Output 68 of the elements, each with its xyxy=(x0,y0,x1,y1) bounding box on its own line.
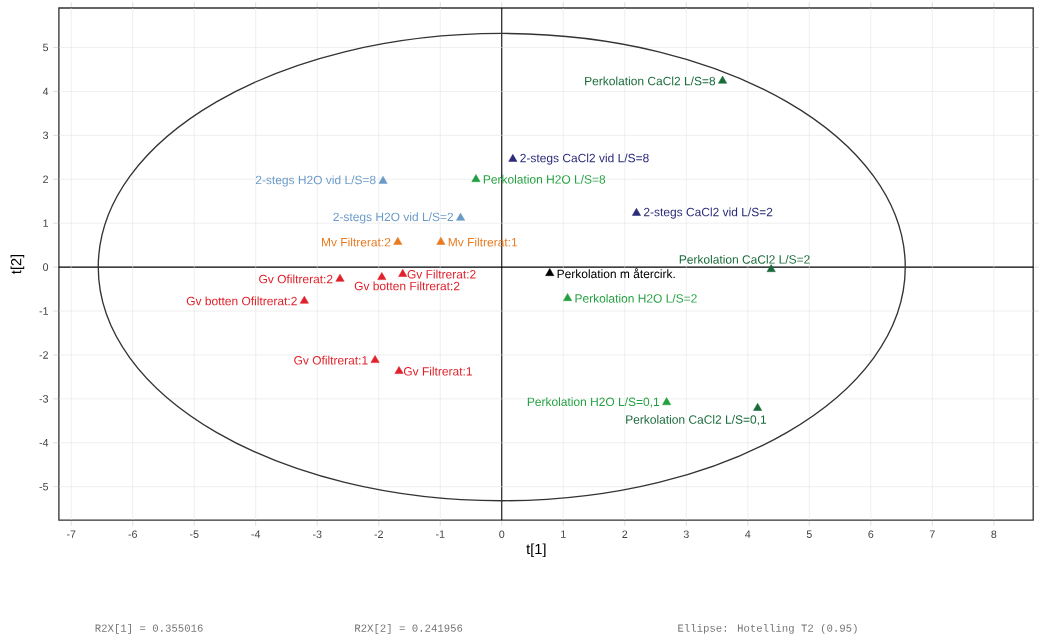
x-tick-label: 7 xyxy=(929,530,935,538)
x-tick-label: -7 xyxy=(66,530,76,538)
x-tick-label: 0 xyxy=(499,530,505,539)
point xyxy=(471,174,481,182)
series-label: Perkolation CaCl2 L/S=8 xyxy=(585,76,716,86)
point xyxy=(718,75,727,84)
y-tick-label: 0 xyxy=(43,263,49,271)
y-tick-label: -4 xyxy=(39,439,49,447)
x-axis-title: t[1] xyxy=(526,543,546,558)
x-tick-label: -3 xyxy=(312,530,322,539)
series-label: Mv Filtrerat:2 xyxy=(321,237,391,247)
y-tick-label: 2 xyxy=(43,175,48,184)
point xyxy=(377,272,387,280)
point xyxy=(394,366,404,374)
y-axis-title: t[2] xyxy=(10,254,25,275)
series-label: Perkolation m återcirk. xyxy=(557,268,675,279)
series-label: Perkolation H2O L/S=0,1 xyxy=(527,397,660,408)
point xyxy=(456,212,465,221)
x-tick-label: 8 xyxy=(991,530,997,539)
series-label: Gv botten Ofiltrerat:2 xyxy=(186,296,297,306)
text: Perkolation CaCl2 L/S=2 xyxy=(679,254,810,264)
y-tick-label: -2 xyxy=(39,351,48,359)
point xyxy=(545,268,555,276)
point xyxy=(563,293,572,302)
y-tick-label: 5 xyxy=(43,43,49,52)
point xyxy=(662,397,672,406)
x-tick-label: 1 xyxy=(561,530,566,538)
y-tick-label: -5 xyxy=(39,483,49,491)
series-label: Perkolation H2O L/S=2 xyxy=(575,293,697,303)
x-tick-label: 2 xyxy=(622,530,628,538)
point xyxy=(370,355,380,363)
x-tick-label: -5 xyxy=(189,530,199,538)
x-tick-label: -6 xyxy=(128,530,137,539)
x-tick-label: -4 xyxy=(251,530,261,538)
x-tick-label: 5 xyxy=(806,530,812,538)
series-label: Gv Ofiltrerat:2 xyxy=(259,274,333,284)
y-tick-label: 4 xyxy=(42,87,49,96)
point xyxy=(398,269,408,277)
y-tick-label: -1 xyxy=(39,307,48,315)
y-tick-label: 1 xyxy=(43,219,48,227)
series-label: Gv Ofiltrerat:1 xyxy=(294,355,368,365)
point xyxy=(299,295,309,304)
series-label: 2-stegs H2O vid L/S=8 xyxy=(255,175,376,187)
y-tick-label: -3 xyxy=(39,395,49,403)
point xyxy=(766,264,776,273)
point xyxy=(393,237,403,245)
point xyxy=(335,273,345,282)
point xyxy=(436,237,446,245)
x-tick-label: 6 xyxy=(868,530,874,539)
point xyxy=(378,176,388,184)
x-tick-label: -1 xyxy=(436,530,445,538)
y-tick-label: 3 xyxy=(42,131,49,140)
text: R2X[1] = 0.355016 xyxy=(95,623,203,634)
series-label: 2-stegs H2O vid L/S=2 xyxy=(333,212,454,224)
text: Ellipse: Hotelling T2 (0.95) xyxy=(678,623,857,634)
series-label: 2-stegs CaCl2 vid L/S=8 xyxy=(520,153,649,165)
series-label: 2-stegs CaCl2 vid L/S=2 xyxy=(643,207,773,219)
x-tick-label: 4 xyxy=(745,530,751,538)
x-tick-label: -2 xyxy=(374,530,383,538)
text: R2X[2] = 0.241956 xyxy=(355,623,463,634)
series-label: Gv Filtrerat:2 xyxy=(407,269,476,279)
series-label: Gv botten Filtrerat:2 xyxy=(354,281,460,291)
point xyxy=(632,208,641,216)
point xyxy=(753,403,763,411)
series-label: Gv Filtrerat:1 xyxy=(403,366,472,376)
point xyxy=(508,154,518,162)
x-tick-label: 3 xyxy=(683,530,689,539)
series-label: Perkolation CaCl2 L/S=0,1 xyxy=(626,415,767,426)
